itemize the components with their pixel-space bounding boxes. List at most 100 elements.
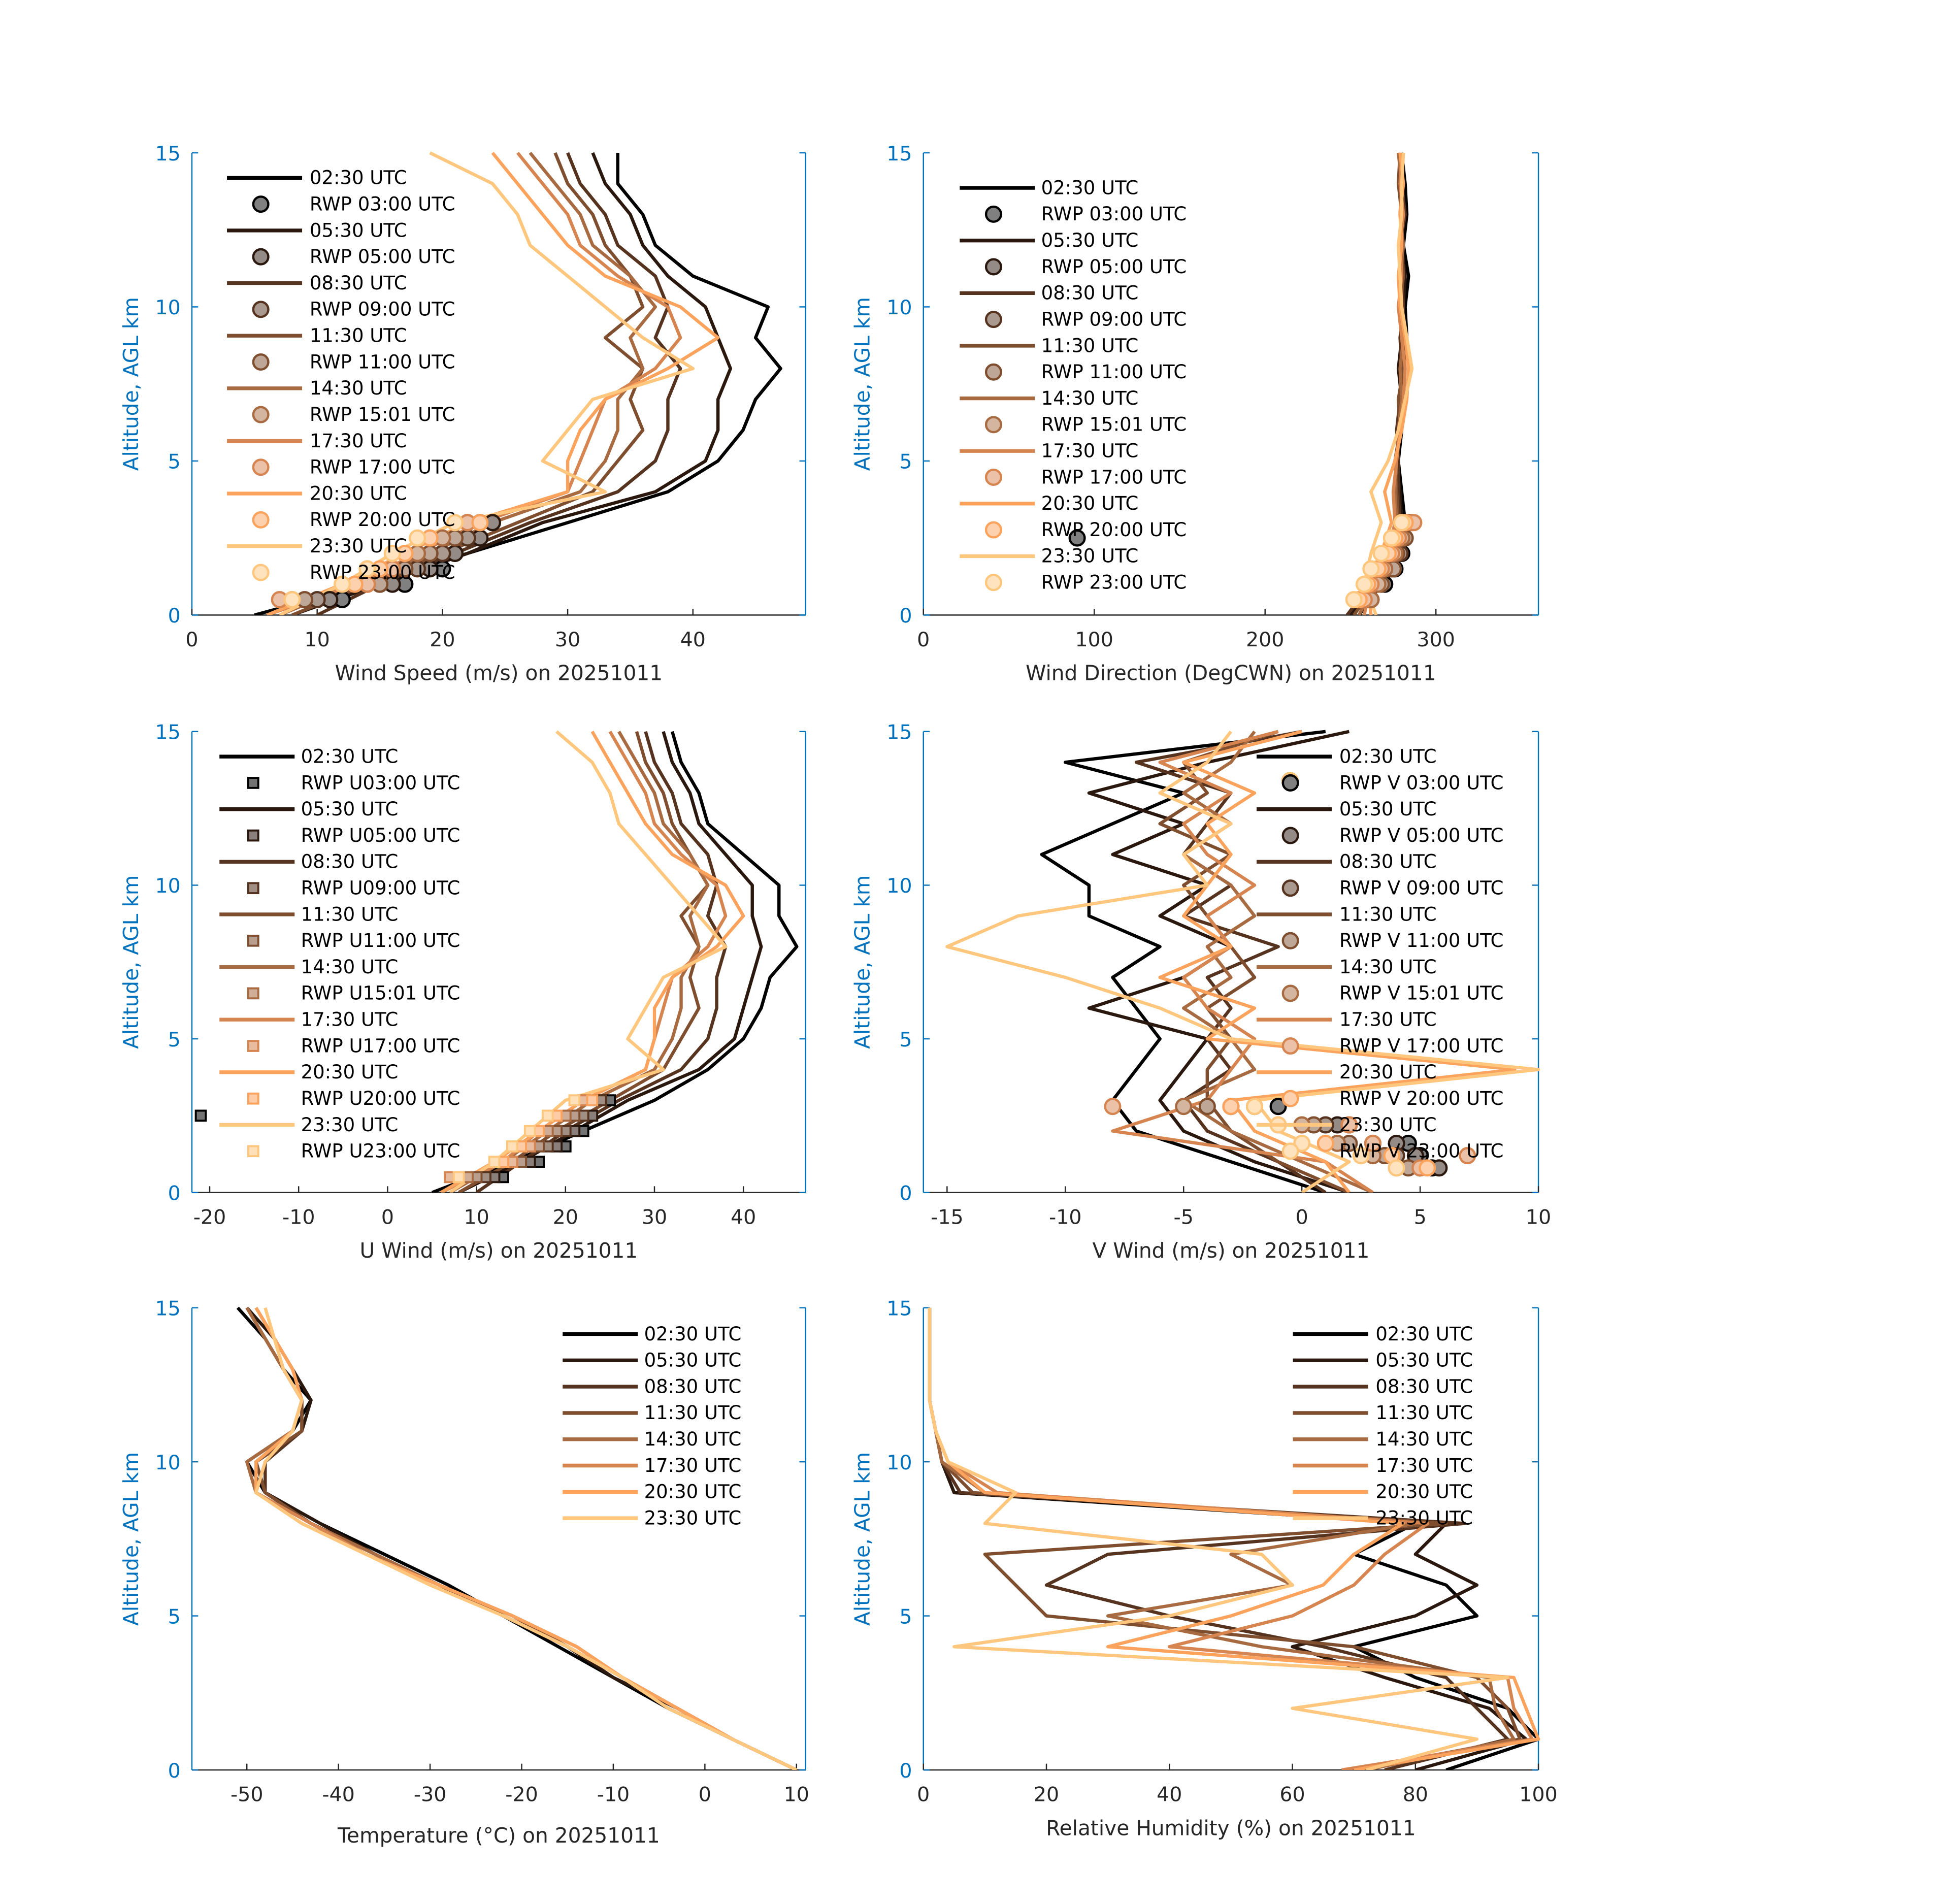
rwp-marker <box>1352 1147 1370 1165</box>
x-tick-label: -20 <box>193 1205 226 1229</box>
x-tick-label: 100 <box>1519 1783 1557 1807</box>
legend-label: 20:30 UTC <box>1339 1061 1437 1083</box>
x-tick-label: 40 <box>1157 1783 1182 1807</box>
legend-label: RWP 05:00 UTC <box>310 246 455 268</box>
legend-marker-icon <box>984 521 1002 539</box>
legend-marker-icon <box>252 511 270 529</box>
legend-label: RWP V 05:00 UTC <box>1339 825 1504 846</box>
legend-label: RWP V 11:00 UTC <box>1339 930 1504 951</box>
legend: 02:30 UTC RWP 03:00 UTC 05:30 UTC RWP 05:00… <box>227 167 455 583</box>
legend-label: 17:30 UTC <box>1339 1009 1437 1031</box>
rwp-marker <box>409 529 426 547</box>
legend-label: 14:30 UTC <box>644 1428 742 1450</box>
series-line-2330 <box>254 1307 798 1770</box>
y-tick-label: 10 <box>155 874 181 898</box>
panel-temperature: -50 -40 -30 -20 -10 0 10 0 5 10 15 Temperature (°C)… <box>119 1297 809 1848</box>
rwp-marker <box>568 1094 581 1106</box>
x-tick-label: 0 <box>917 1783 930 1807</box>
legend-label: RWP U05:00 UTC <box>301 825 460 846</box>
legend-marker-icon <box>984 205 1002 223</box>
legend-marker-icon <box>247 777 259 789</box>
legend-label: 17:30 UTC <box>1041 440 1139 462</box>
legend-label: 02:30 UTC <box>310 167 407 189</box>
rwp-marker <box>1383 529 1400 547</box>
rwp-marker <box>446 514 464 532</box>
x-tick-label: -20 <box>505 1783 538 1807</box>
series-line-0530 <box>291 152 733 615</box>
rwp-marker <box>1355 575 1373 593</box>
rwp-marker <box>506 1140 518 1153</box>
legend: 02:30 UTC 05:30 UTC 08:30 UTC 11:30 UTC 14:3… <box>563 1323 741 1529</box>
legend-marker-icon <box>984 468 1002 486</box>
legend-marker-icon <box>247 1040 259 1052</box>
y-tick-label: 15 <box>886 721 912 744</box>
legend-label: 14:30 UTC <box>301 956 399 978</box>
y-tick-label: 15 <box>155 1297 181 1320</box>
legend-label: 02:30 UTC <box>644 1323 742 1345</box>
legend-marker-icon <box>247 987 259 1000</box>
panel-wind-direction: 0 100 200 300 0 5 10 15 Wind Direction (DegCWN) … <box>850 142 1539 685</box>
legend-label: 05:30 UTC <box>301 798 399 820</box>
legend-label: RWP V 23:00 UTC <box>1339 1140 1504 1162</box>
legend-label: RWP U17:00 UTC <box>301 1035 460 1057</box>
x-tick-label: 0 <box>1296 1205 1308 1229</box>
x-tick-label: -5 <box>1174 1205 1194 1229</box>
x-tick-label: -40 <box>322 1783 354 1807</box>
legend-marker-icon <box>1281 984 1299 1002</box>
legend-label: 11:30 UTC <box>310 325 407 347</box>
x-tick-label: 20 <box>430 628 455 651</box>
rwp-marker <box>471 514 489 532</box>
legend-label: 14:30 UTC <box>1375 1428 1473 1450</box>
x-tick-label: -30 <box>414 1783 446 1807</box>
legend-label: 23:30 UTC <box>1339 1114 1437 1136</box>
legend-label: RWP U15:01 UTC <box>301 982 460 1004</box>
rwp-marker <box>1198 1098 1216 1115</box>
series-line-0530 <box>458 731 763 1193</box>
rwp-marker <box>541 1109 554 1122</box>
plot-area <box>945 730 1540 1193</box>
y-tick-label: 15 <box>155 721 181 744</box>
legend-label: RWP U09:00 UTC <box>301 877 460 899</box>
rwp-marker <box>1068 529 1086 547</box>
x-tick-label: 0 <box>699 1783 711 1807</box>
series-line-0230 <box>1040 730 1326 1193</box>
legend: 02:30 UTC 05:30 UTC 08:30 UTC 11:30 UTC 14:3… <box>1293 1323 1473 1529</box>
y-tick-label: 5 <box>899 450 912 474</box>
y-tick-label: 0 <box>899 604 912 628</box>
rwp-marker <box>1393 514 1410 532</box>
legend: 02:30 UTC RWP 03:00 UTC 05:30 UTC RWP 05:00… <box>960 177 1187 594</box>
rwp-marker <box>1175 1098 1193 1115</box>
legend-label: RWP 05:00 UTC <box>1041 256 1187 278</box>
y-tick-label: 5 <box>168 1605 181 1628</box>
y-tick-label: 5 <box>168 1028 181 1052</box>
legend-label: 17:30 UTC <box>310 430 407 452</box>
legend-marker-icon <box>252 353 270 371</box>
x-tick-label: -50 <box>231 1783 263 1807</box>
legend-marker-icon <box>1281 1037 1299 1055</box>
plot-area <box>236 1306 798 1770</box>
legend-label: RWP 17:00 UTC <box>310 456 455 478</box>
y-tick-label: 10 <box>886 1451 912 1474</box>
legend-label: 17:30 UTC <box>301 1009 399 1031</box>
x-tick-label: 20 <box>1034 1783 1059 1807</box>
series-line-0830 <box>316 152 682 615</box>
legend-label: RWP 17:00 UTC <box>1041 466 1187 488</box>
rwp-marker <box>1419 1159 1436 1177</box>
legend-label: 08:30 UTC <box>1041 282 1139 304</box>
legend-label: RWP 15:01 UTC <box>1041 414 1187 436</box>
y-tick-label: 0 <box>168 1181 181 1205</box>
legend-marker-icon <box>984 363 1002 381</box>
series-line-2330 <box>1362 152 1414 615</box>
legend-marker-icon <box>247 829 259 842</box>
rwp-marker <box>1340 1116 1358 1134</box>
y-tick-label: 15 <box>155 142 181 166</box>
y-tick-label: 0 <box>168 604 181 628</box>
y-tick-label: 15 <box>886 1297 912 1320</box>
rwp-marker <box>1459 1147 1476 1165</box>
legend-label: 08:30 UTC <box>301 851 399 873</box>
rwp-marker <box>1104 1098 1122 1115</box>
legend-marker-icon <box>1281 1142 1299 1160</box>
legend-label: 20:30 UTC <box>1375 1481 1473 1503</box>
legend-label: 05:30 UTC <box>310 219 407 241</box>
legend-label: 05:30 UTC <box>1375 1350 1473 1371</box>
